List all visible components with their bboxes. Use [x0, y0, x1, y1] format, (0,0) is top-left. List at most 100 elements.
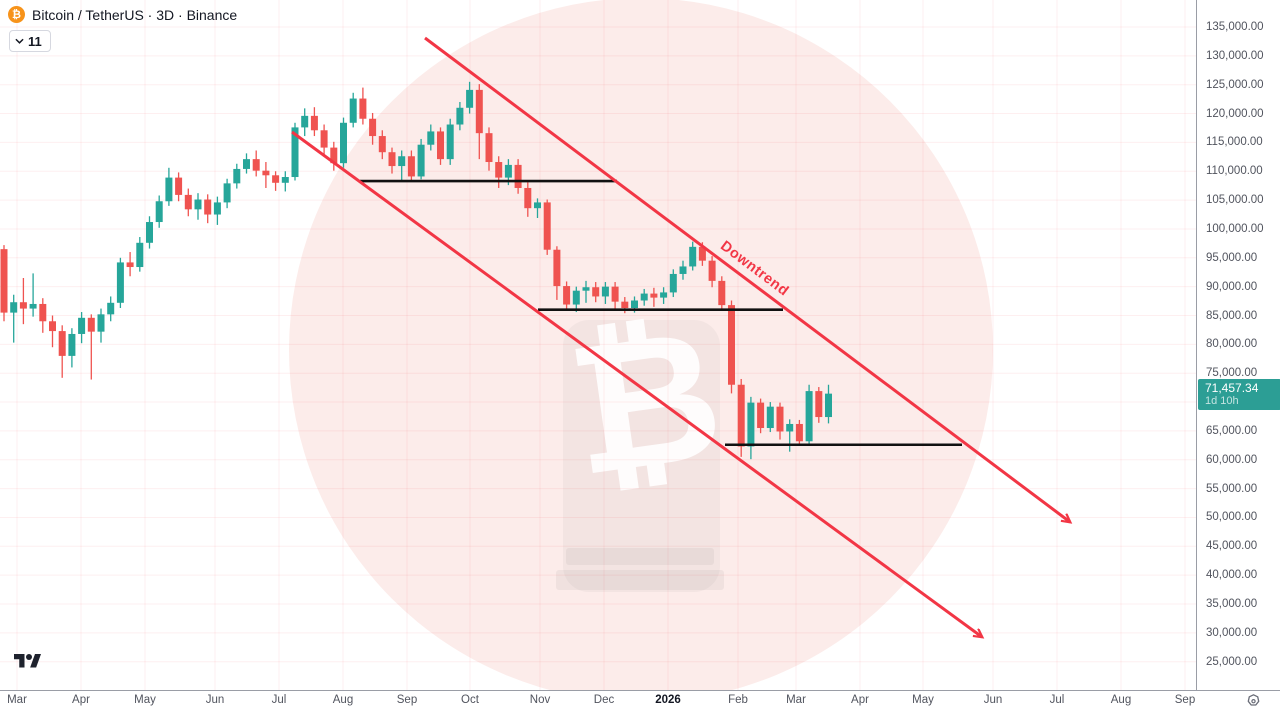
- candle-down: [475, 84, 483, 160]
- candle-up: [116, 257, 124, 308]
- candle-down: [262, 162, 270, 188]
- bitcoin-icon: ₿: [8, 6, 25, 23]
- time-tick-label: Sep: [1174, 694, 1196, 706]
- candle-down: [543, 199, 551, 255]
- candle-up: [340, 117, 347, 168]
- price-tick-label: 45,000.00: [1206, 540, 1258, 553]
- candle-down: [330, 141, 338, 171]
- candle-up: [146, 216, 153, 249]
- candle-up: [805, 384, 813, 445]
- time-tick-label: Mar: [786, 694, 806, 706]
- time-tick-label: Feb: [728, 694, 748, 706]
- candle-up: [97, 308, 105, 343]
- candle-down: [58, 325, 66, 378]
- price-tick-label: 95,000.00: [1206, 251, 1258, 264]
- candle-down: [388, 147, 396, 174]
- candle-down: [19, 277, 27, 325]
- candle-up: [398, 150, 406, 181]
- drawings-count-button[interactable]: 11: [9, 30, 51, 52]
- time-tick-label: Jul: [271, 694, 287, 706]
- candle-up: [582, 280, 590, 303]
- candle-down: [514, 159, 522, 194]
- bar-countdown: 1d 10h: [1205, 394, 1239, 407]
- timezone-settings-icon[interactable]: [1245, 693, 1262, 710]
- candle-down: [553, 246, 561, 300]
- candle-up: [456, 102, 464, 131]
- watermark-circle: [289, 0, 993, 690]
- time-tick-label: Apr: [72, 694, 90, 706]
- candle-up: [572, 286, 580, 313]
- candle-down: [359, 87, 367, 125]
- time-tick-label: May: [134, 694, 156, 706]
- candle-up: [825, 384, 832, 424]
- candle-up: [747, 396, 755, 460]
- candle-down: [437, 127, 444, 165]
- trendline-arrow[interactable]: [291, 130, 982, 637]
- time-tick-label: Oct: [461, 694, 479, 706]
- candle-down: [728, 300, 735, 394]
- candle-up: [679, 260, 687, 280]
- candle-up: [213, 196, 221, 225]
- watermark-pedestal-step: [566, 548, 714, 565]
- trendline-arrow[interactable]: [424, 36, 1070, 522]
- candle-down: [524, 182, 532, 217]
- candle-up: [689, 241, 697, 271]
- candle-down: [252, 150, 260, 177]
- candle-down: [272, 171, 280, 191]
- last-price-value: 71,457.34: [1205, 380, 1259, 395]
- price-tick-label: 35,000.00: [1206, 598, 1258, 610]
- candle-up: [640, 288, 648, 306]
- drawings-count-label: 11: [28, 33, 42, 49]
- candle-down: [718, 276, 726, 310]
- chart-header: ₿ Bitcoin / TetherUS · 3D · Binance 11: [8, 6, 237, 52]
- time-tick-label: 2026: [655, 694, 681, 706]
- symbol-title[interactable]: Bitcoin / TetherUS · 3D · Binance: [32, 6, 238, 23]
- candle-down: [39, 298, 47, 333]
- time-tick-label: Jun: [983, 694, 1003, 706]
- price-tick-label: 85,000.00: [1206, 309, 1258, 322]
- price-tick-label: 120,000.00: [1206, 107, 1264, 120]
- candle-up: [29, 273, 37, 317]
- price-tick-label: 130,000.00: [1206, 49, 1264, 62]
- candle-down: [126, 252, 134, 277]
- price-tick-label: 90,000.00: [1206, 280, 1258, 293]
- candle-down: [757, 398, 765, 434]
- price-tick-label: 100,000.00: [1206, 222, 1264, 235]
- candle-up: [301, 108, 309, 137]
- chart-pane[interactable]: ₿ Downtrend ₿ Bitcoin / TetherUS · 3D · …: [0, 0, 1196, 690]
- candle-up: [223, 178, 231, 209]
- watermark-pedestal-base: [556, 570, 724, 590]
- candle-up: [194, 193, 202, 220]
- price-tick-label: 30,000.00: [1206, 626, 1258, 639]
- candle-up: [78, 312, 86, 344]
- candle-down: [378, 130, 386, 160]
- candle-down: [87, 314, 95, 380]
- time-tick-label: Apr: [851, 694, 869, 706]
- downtrend-label[interactable]: Downtrend: [717, 238, 791, 300]
- candle-down: [650, 287, 658, 307]
- price-tick-label: 125,000.00: [1206, 78, 1264, 91]
- price-tick-label: 50,000.00: [1206, 511, 1258, 524]
- symbol-title-row[interactable]: ₿ Bitcoin / TetherUS · 3D · Binance: [8, 6, 237, 23]
- price-tick-label: 105,000.00: [1206, 194, 1264, 207]
- time-axis[interactable]: Mar Apr May Jun Jul Aug Sep Oct Nov Dec 2026 Feb Mar…: [0, 690, 1280, 711]
- time-tick-label: Dec: [593, 694, 615, 706]
- candle-down: [611, 282, 619, 309]
- candlestick-chart: Downtrend: [0, 0, 1196, 690]
- candle-up: [165, 167, 173, 206]
- chevron-down-icon: [15, 38, 24, 44]
- price-tick-label: 40,000.00: [1206, 569, 1258, 582]
- price-tick-label: 135,000.00: [1206, 21, 1264, 33]
- candle-down: [184, 188, 192, 217]
- candle-down: [495, 156, 503, 188]
- candle-down: [49, 315, 56, 348]
- tradingview-logo[interactable]: [14, 651, 41, 672]
- price-tick-label: 115,000.00: [1206, 136, 1263, 149]
- candle-up: [427, 124, 435, 151]
- candle-up: [446, 118, 454, 165]
- candle-down: [0, 245, 8, 322]
- price-axis[interactable]: 71,457.34 1d 10h 135,000.00 130,000.00 125…: [1196, 0, 1280, 690]
- candle-up: [107, 296, 115, 322]
- candle-down: [485, 127, 493, 171]
- candle-down: [795, 419, 803, 446]
